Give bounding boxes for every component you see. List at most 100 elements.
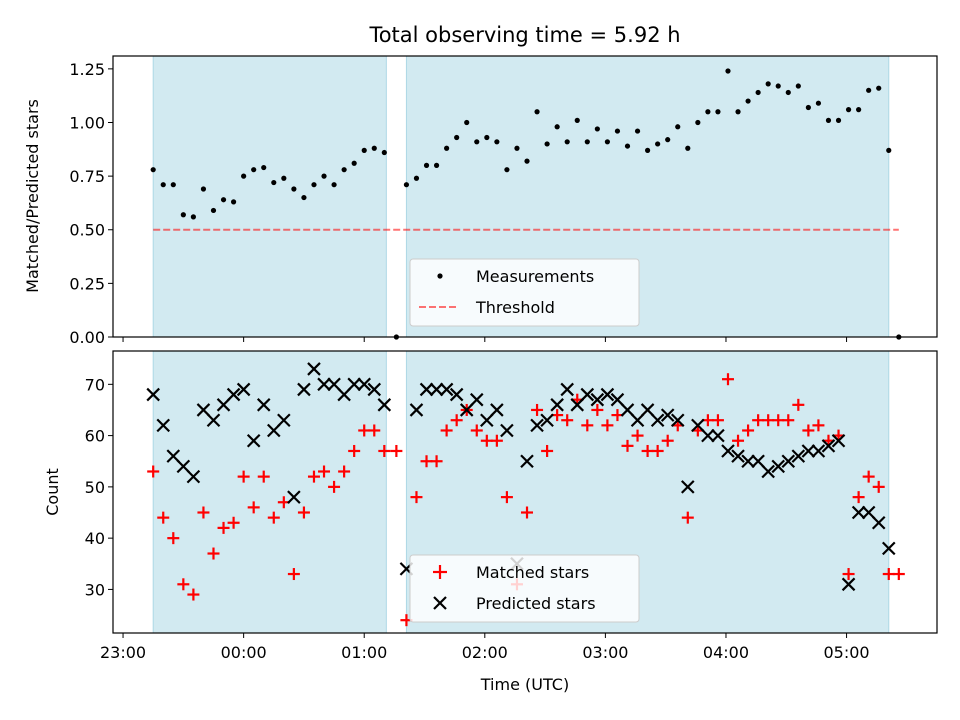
- predicted-star-point: [640, 403, 655, 417]
- predicted-star-point: [277, 413, 291, 427]
- predicted-star-point: [216, 398, 231, 412]
- predicted-star-point: [156, 418, 171, 433]
- predicted-star-point: [347, 377, 361, 392]
- matched-star-point: [338, 465, 351, 478]
- predicted-star-point: [540, 413, 554, 427]
- measurement-point: [574, 117, 580, 123]
- count-x-axis: 23:00 00:00 01:00 02:00 03:00 04:00 05:00: [100, 633, 870, 662]
- measurement-point: [825, 117, 832, 123]
- matched-star-point: [802, 424, 815, 437]
- measurement-point: [220, 197, 227, 203]
- measurement-point: [705, 109, 711, 115]
- measurement-point: [624, 143, 631, 149]
- matched-star-point: [862, 470, 875, 483]
- predicted-star-point: [771, 459, 786, 474]
- predicted-star-point: [520, 454, 534, 469]
- predicted-star-point: [500, 423, 514, 438]
- predicted-star-point: [681, 480, 695, 494]
- matched-star-point: [440, 424, 453, 437]
- measurement-point: [805, 104, 811, 111]
- matched-star-point: [420, 455, 433, 468]
- y-tick-label: 0.00: [69, 328, 105, 347]
- matched-star-point: [721, 373, 734, 386]
- matched-star-point: [368, 424, 381, 437]
- predicted-star-point: [861, 505, 876, 520]
- predicted-star-point: [297, 382, 311, 397]
- measurement-point: [423, 162, 430, 168]
- predicted-star-point: [610, 392, 625, 407]
- matched-star-point: [872, 480, 885, 493]
- x-axis-label: Time (UTC): [480, 675, 569, 694]
- matched-star-point: [591, 403, 604, 416]
- measurement-point: [210, 207, 217, 214]
- predicted-star-point: [711, 428, 725, 443]
- measurement-point: [150, 167, 156, 173]
- measurement-point: [321, 173, 327, 179]
- measurement-point: [484, 134, 490, 141]
- y-tick-label: 1.00: [69, 113, 105, 132]
- predicted-star-point: [841, 577, 856, 592]
- matched-star-point: [651, 444, 664, 457]
- measurement-point: [351, 160, 357, 166]
- legend-matched-marker: [433, 565, 447, 579]
- matched-star-point: [257, 470, 270, 483]
- y-tick-label: 60: [85, 427, 105, 446]
- matched-star-point: [882, 568, 895, 581]
- matched-star-point: [661, 434, 674, 447]
- measurement-point: [494, 139, 500, 145]
- matched-star-point: [621, 439, 634, 452]
- count-y-axis: 30 40 50 60 70: [85, 375, 113, 599]
- predicted-star-point: [721, 444, 735, 458]
- matched-star-point: [792, 398, 805, 411]
- x-tick-label: 02:00: [462, 643, 508, 662]
- matched-star-point: [217, 521, 230, 534]
- measurement-point: [564, 139, 570, 145]
- legend-matched-label: Matched stars: [476, 563, 589, 582]
- predicted-star-point: [660, 408, 675, 422]
- matched-star-point: [470, 424, 483, 437]
- y-tick-label: 30: [85, 580, 105, 599]
- predicted-star-point: [570, 398, 585, 412]
- matched-star-point: [490, 434, 503, 447]
- measurement-point: [544, 141, 550, 147]
- predicted-star-point: [449, 387, 464, 402]
- x-tick-label: 01:00: [341, 643, 387, 662]
- matched-star-point: [681, 511, 694, 524]
- measurement-point: [200, 186, 207, 192]
- predicted-star-point: [731, 449, 745, 463]
- y-tick-label: 0.50: [69, 221, 105, 240]
- measurement-point: [504, 167, 510, 173]
- measurement-point: [403, 182, 410, 188]
- matched-star-point: [358, 424, 371, 437]
- predicted-star-point: [630, 413, 645, 427]
- predicted-star-point: [317, 377, 331, 392]
- measurement-point: [604, 139, 611, 145]
- matched-star-point: [782, 414, 795, 427]
- measurement-point: [251, 167, 257, 173]
- measurement-point: [655, 141, 661, 147]
- shaded-window-1: [152, 350, 387, 634]
- predicted-star-point: [236, 382, 251, 397]
- matched-star-point: [297, 506, 310, 519]
- measurement-point: [594, 126, 600, 132]
- y-tick-label: 0.75: [69, 167, 105, 186]
- legend-predicted-marker: [433, 596, 447, 610]
- measurement-point: [845, 107, 852, 113]
- predicted-star-point: [459, 403, 474, 417]
- predicted-star-point: [580, 387, 595, 402]
- matched-star-point: [521, 506, 534, 519]
- predicted-star-point: [186, 469, 201, 484]
- measurement-point: [795, 83, 801, 89]
- measurement-point: [160, 182, 166, 188]
- matched-star-point: [641, 444, 654, 457]
- shaded-window-1: [152, 55, 387, 338]
- measurement-point: [464, 119, 470, 126]
- predicted-star-point: [881, 541, 896, 556]
- predicted-star-point: [439, 382, 454, 397]
- legend-predicted-label: Predicted stars: [476, 594, 596, 613]
- legend-threshold-label: Threshold: [475, 298, 555, 317]
- matched-star-point: [328, 480, 341, 493]
- predicted-star-point: [751, 454, 765, 469]
- matched-star-point: [762, 414, 775, 427]
